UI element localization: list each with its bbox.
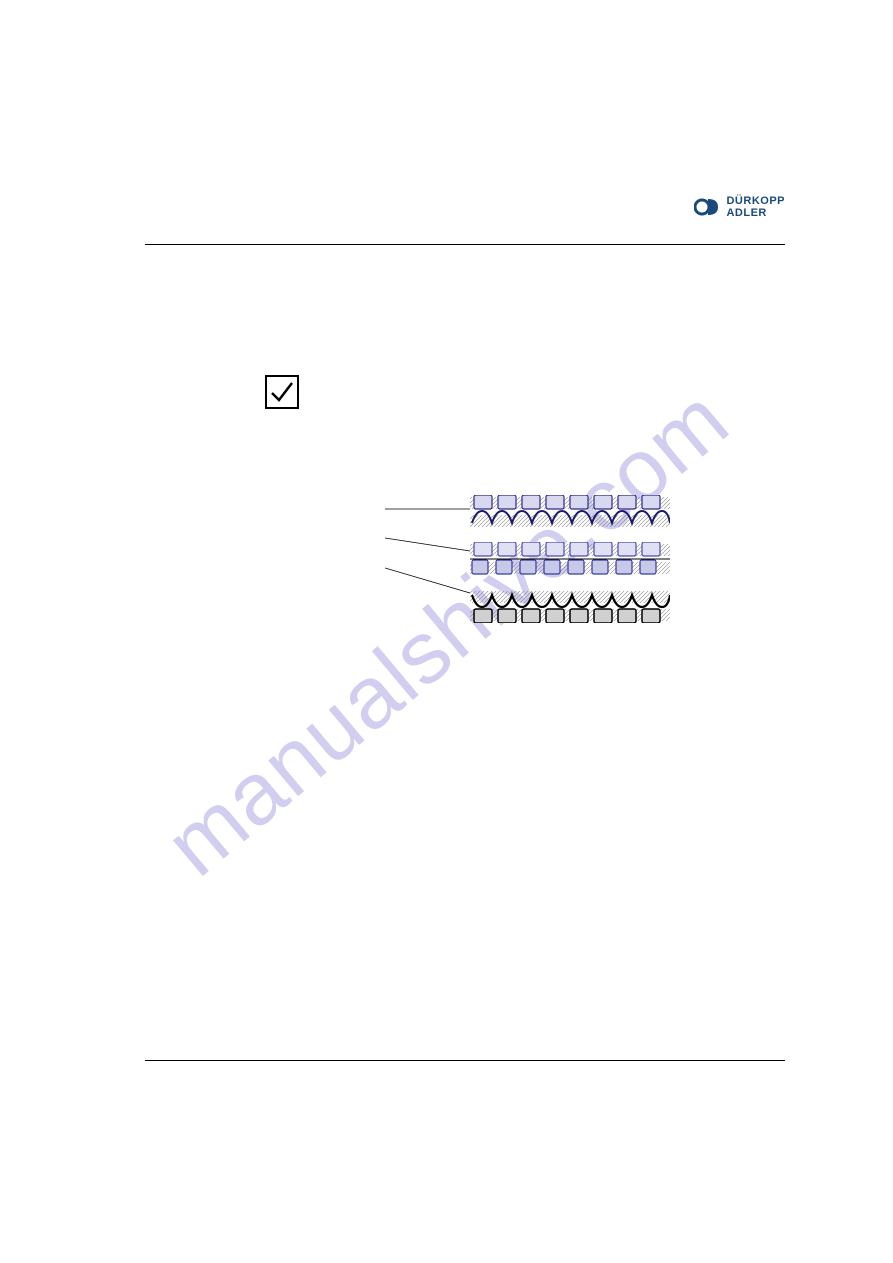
checkbox — [265, 375, 299, 409]
logo-icon — [694, 195, 722, 219]
stitch-row — [470, 542, 670, 581]
header: DÜRKOPP ADLER — [145, 195, 785, 240]
stitch-row — [470, 589, 670, 628]
company-logo: DÜRKOPP ADLER — [694, 195, 785, 219]
logo-text: DÜRKOPP ADLER — [726, 195, 785, 219]
content-area — [265, 375, 785, 409]
stitch-row — [470, 495, 670, 534]
footer-rule — [145, 1060, 785, 1061]
stitch-pattern-2 — [470, 542, 670, 576]
checkmark-icon — [269, 379, 295, 405]
stitch-pattern-1 — [470, 495, 670, 529]
logo-line1: DÜRKOPP — [726, 195, 785, 207]
stitch-pattern-3 — [470, 589, 670, 623]
stitch-diagram — [470, 495, 670, 636]
header-rule — [145, 244, 785, 245]
logo-line2: ADLER — [726, 207, 785, 219]
document-page: DÜRKOPP ADLER — [145, 195, 785, 499]
